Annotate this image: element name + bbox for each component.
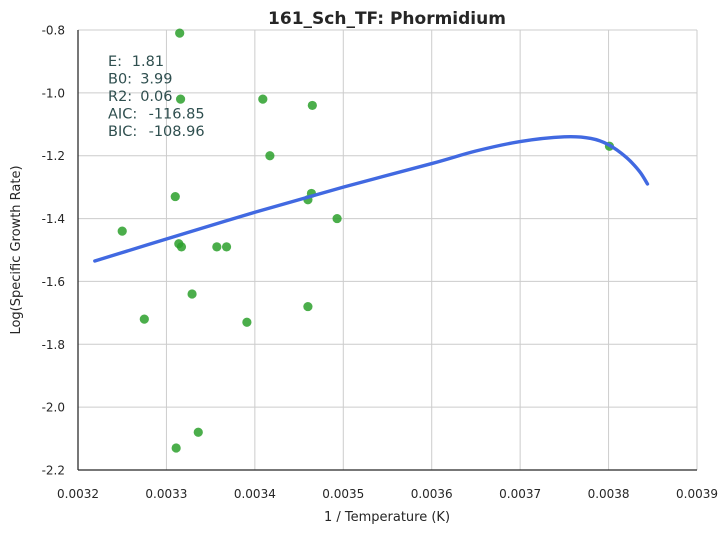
x-tick-label: 0.0033 xyxy=(145,487,187,501)
data-point xyxy=(212,242,222,252)
x-tick-labels: 0.0032 0.0033 0.0034 0.0035 0.0036 0.0037 0.00… xyxy=(57,487,718,501)
data-point xyxy=(332,213,342,224)
data-point xyxy=(193,427,203,437)
fit-line xyxy=(93,134,650,263)
data-point xyxy=(187,289,197,299)
data-point xyxy=(242,317,252,327)
data-point xyxy=(265,151,275,161)
data-point xyxy=(171,443,181,453)
x-axis-label: 1 / Temperature (K) xyxy=(324,510,450,525)
data-point xyxy=(117,226,127,236)
y-tick-label: -1.8 xyxy=(42,338,65,352)
stat-value: 0.06 xyxy=(140,89,172,105)
stat-key: E: xyxy=(108,54,122,70)
y-tick-labels: -2.2 -2.0 -1.8 -1.6 -1.4 -1.2 -1.0 -0.8 xyxy=(42,24,65,478)
x-tick-label: 0.0037 xyxy=(499,487,541,501)
stat-key: BIC: xyxy=(108,124,137,140)
x-tick-label: 0.0032 xyxy=(57,487,99,501)
y-tick-label: -1.0 xyxy=(42,86,65,100)
stat-value: -116.85 xyxy=(149,107,205,123)
data-point xyxy=(176,242,187,252)
stat-value: 1.81 xyxy=(132,54,164,70)
x-tick-label: 0.0035 xyxy=(322,487,364,501)
data-points xyxy=(117,28,615,453)
fit-curve xyxy=(93,134,650,263)
x-tick-label: 0.0034 xyxy=(234,487,276,501)
data-point xyxy=(175,94,186,104)
grid xyxy=(77,29,698,471)
stat-key: B0: xyxy=(108,72,132,88)
y-tick-label: -2.2 xyxy=(42,464,65,478)
y-tick-label: -1.2 xyxy=(42,149,65,163)
stat-value: -108.96 xyxy=(149,124,205,140)
x-tick-label: 0.0039 xyxy=(676,487,718,501)
data-point xyxy=(303,301,313,312)
y-tick-label: -1.6 xyxy=(42,275,65,289)
data-point xyxy=(307,100,317,111)
x-tick-label: 0.0036 xyxy=(411,487,453,501)
data-point xyxy=(139,314,149,324)
x-tick-label: 0.0038 xyxy=(588,487,630,501)
stat-key: AIC: xyxy=(108,107,137,123)
y-axis-label: Log(Specific Growth Rate) xyxy=(9,165,24,334)
axes-spines xyxy=(77,30,697,471)
y-tick-label: -1.4 xyxy=(42,212,65,226)
data-point xyxy=(258,94,268,104)
data-point xyxy=(170,191,180,202)
data-point xyxy=(221,242,232,252)
data-point xyxy=(175,28,185,38)
y-tick-label: -0.8 xyxy=(42,24,65,38)
stat-key: R2: xyxy=(108,89,132,105)
y-tick-label: -2.0 xyxy=(42,401,65,415)
stat-value: 3.99 xyxy=(140,72,172,88)
chart-title: 161_Sch_TF: Phormidium xyxy=(268,9,506,29)
